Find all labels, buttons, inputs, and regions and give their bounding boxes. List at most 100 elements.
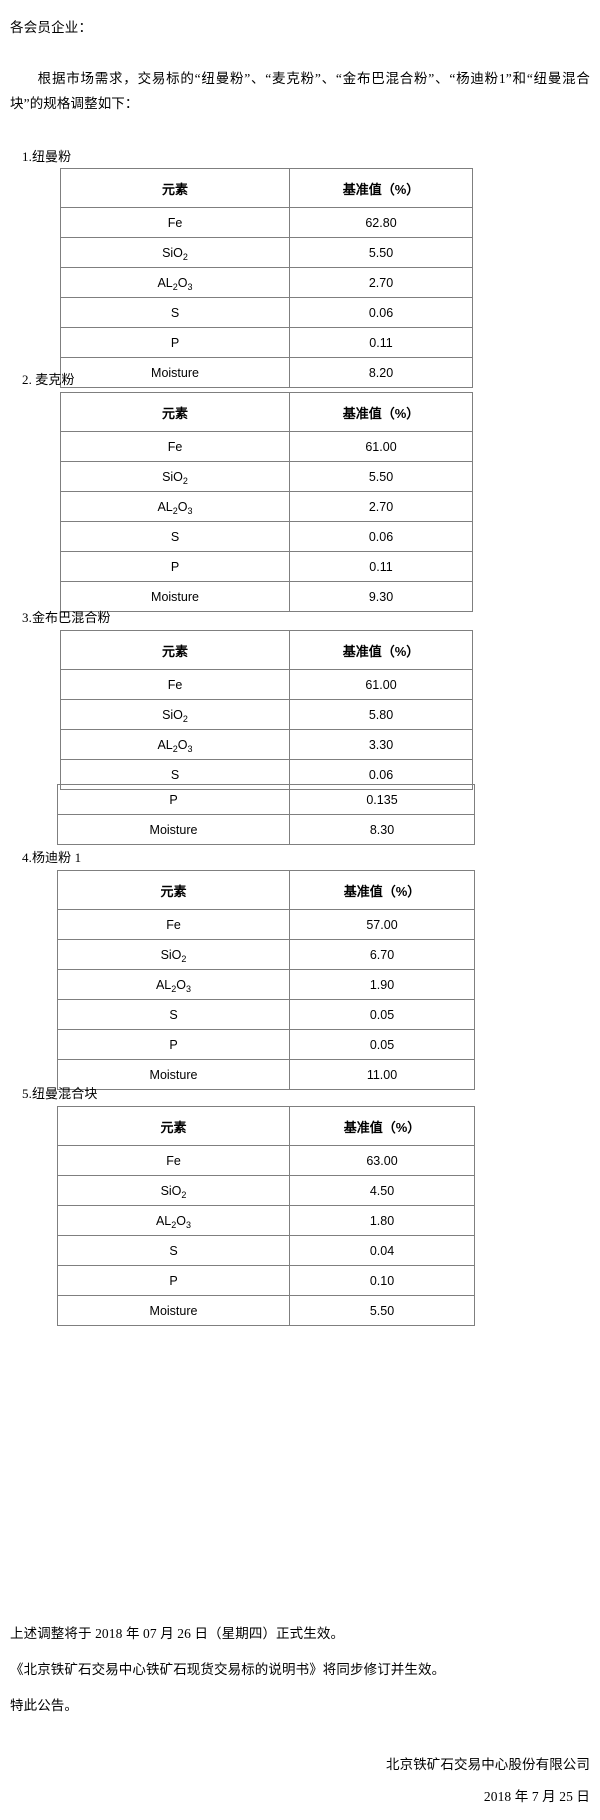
cell-element: Moisture	[60, 357, 290, 388]
spec-table-3-upper: 元素 基准值（%） Fe 61.00 SiO2 5.80 AL2O3 3.30 S 0.…	[60, 630, 473, 790]
table-row: Fe 61.00	[60, 431, 473, 462]
subscript: 2	[182, 251, 188, 262]
signature-company: 北京铁矿石交易中心股份有限公司	[386, 1757, 590, 1772]
table-header-row: 元素 基准值（%）	[57, 1106, 475, 1146]
header-benchmark: 基准值（%）	[289, 392, 473, 432]
section-label-4: 4.杨迪粉 1	[22, 850, 82, 865]
table-row: Moisture 9.30	[60, 581, 473, 612]
table-row: AL2O3 2.70	[60, 267, 473, 298]
subscript: 2	[172, 505, 178, 516]
cell-element: AL2O3	[57, 1205, 290, 1236]
cell-element: Moisture	[57, 814, 290, 845]
cell-element: Moisture	[60, 581, 290, 612]
cell-element: S	[57, 1235, 290, 1266]
table-row: Fe 57.00	[57, 909, 475, 940]
cell-element: AL2O3	[57, 969, 290, 1000]
cell-element: S	[60, 297, 290, 328]
table-row: S 0.05	[57, 999, 475, 1030]
cell-value: 63.00	[289, 1145, 475, 1176]
cell-element: Fe	[57, 1145, 290, 1176]
table-row: Fe 63.00	[57, 1145, 475, 1176]
cell-element: SiO2	[57, 939, 290, 970]
cell-element: Fe	[60, 431, 290, 462]
header-element: 元素	[57, 1106, 290, 1146]
subscript: 2	[182, 713, 188, 724]
cell-value: 6.70	[289, 939, 475, 970]
closing-line-effective-date: 上述调整将于 2018 年 07 月 26 日（星期四）正式生效。	[10, 1626, 345, 1641]
cell-element: SiO2	[60, 461, 290, 492]
subscript: 2	[172, 743, 178, 754]
table-row: Moisture 8.30	[57, 814, 475, 845]
header-benchmark: 基准值（%）	[289, 1106, 475, 1146]
cell-value: 4.50	[289, 1175, 475, 1206]
cell-value: 0.135	[289, 784, 475, 815]
intro-text: 根据市场需求，交易标的“纽曼粉”、“麦克粉”、“金布巴混合粉”、“杨迪粉1”和“…	[10, 71, 590, 111]
intro-paragraph: 根据市场需求，交易标的“纽曼粉”、“麦克粉”、“金布巴混合粉”、“杨迪粉1”和“…	[10, 66, 590, 116]
subscript: 2	[181, 953, 187, 964]
cell-element: Fe	[60, 207, 290, 238]
table-header-row: 元素 基准值（%）	[60, 630, 473, 670]
cell-element: S	[60, 521, 290, 552]
subscript: 2	[171, 983, 177, 994]
subscript: 3	[187, 281, 193, 292]
salutation: 各会员企业：	[10, 20, 93, 35]
cell-value: 5.80	[289, 699, 473, 730]
table-row: SiO2 4.50	[57, 1175, 475, 1206]
section-label-2: 2. 麦克粉	[22, 372, 75, 387]
cell-value: 0.05	[289, 999, 475, 1030]
cell-value: 3.30	[289, 729, 473, 760]
cell-value: 0.06	[289, 521, 473, 552]
subscript: 3	[187, 505, 193, 516]
cell-value: 2.70	[289, 491, 473, 522]
cell-value: 0.06	[289, 297, 473, 328]
cell-element: S	[57, 999, 290, 1030]
table-row: S 0.04	[57, 1235, 475, 1266]
header-element: 元素	[57, 870, 290, 910]
cell-value: 8.30	[289, 814, 475, 845]
cell-value: 0.05	[289, 1029, 475, 1060]
cell-value: 9.30	[289, 581, 473, 612]
section-label-5: 5.纽曼混合块	[22, 1086, 98, 1101]
subscript: 2	[181, 1189, 187, 1200]
table-row: Fe 61.00	[60, 669, 473, 700]
table-row: S 0.06	[60, 297, 473, 328]
table-row: SiO2 5.50	[60, 461, 473, 492]
cell-value: 5.50	[289, 237, 473, 268]
table-row: S 0.06	[60, 521, 473, 552]
cell-element: P	[57, 784, 290, 815]
header-element: 元素	[60, 392, 290, 432]
table-row: P 0.135	[57, 784, 475, 815]
spec-table-4: 元素 基准值（%） Fe 57.00 SiO2 6.70 AL2O3 1.90 S 0.…	[57, 870, 475, 1090]
cell-element: P	[60, 551, 290, 582]
cell-value: 8.20	[289, 357, 473, 388]
cell-value: 0.04	[289, 1235, 475, 1266]
header-benchmark: 基准值（%）	[289, 168, 473, 208]
cell-element: Fe	[60, 669, 290, 700]
cell-element: P	[60, 327, 290, 358]
section-label-3: 3.金布巴混合粉	[22, 610, 111, 625]
header-benchmark: 基准值（%）	[289, 870, 475, 910]
cell-value: 61.00	[289, 669, 473, 700]
cell-element: Fe	[57, 909, 290, 940]
section-label-1: 1.纽曼粉	[22, 149, 72, 164]
subscript: 2	[172, 281, 178, 292]
table-row: P 0.05	[57, 1029, 475, 1060]
signature-date: 2018 年 7 月 25 日	[483, 1789, 590, 1804]
cell-value: 2.70	[289, 267, 473, 298]
table-row: AL2O3 3.30	[60, 729, 473, 760]
table-row: SiO2 5.80	[60, 699, 473, 730]
cell-value: 5.50	[289, 461, 473, 492]
cell-element: Moisture	[57, 1295, 290, 1326]
spec-table-3-lower: P 0.135 Moisture 8.30	[57, 784, 475, 845]
cell-element: P	[57, 1265, 290, 1296]
cell-value: 62.80	[289, 207, 473, 238]
spec-table-5: 元素 基准值（%） Fe 63.00 SiO2 4.50 AL2O3 1.80 S 0.…	[57, 1106, 475, 1326]
cell-value: 1.80	[289, 1205, 475, 1236]
cell-element: AL2O3	[60, 267, 290, 298]
table-header-row: 元素 基准值（%）	[57, 870, 475, 910]
table-row: P 0.10	[57, 1265, 475, 1296]
spec-table-2: 元素 基准值（%） Fe 61.00 SiO2 5.50 AL2O3 2.70 S 0.…	[60, 392, 473, 612]
subscript: 2	[171, 1219, 177, 1230]
header-element: 元素	[60, 168, 290, 208]
